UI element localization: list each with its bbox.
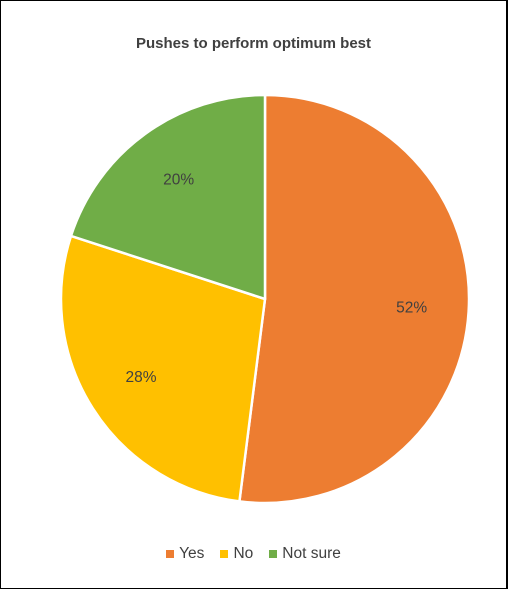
pie-slice-no (59, 234, 267, 503)
data-label-yes: 52% (396, 300, 427, 317)
data-label-no: 28% (125, 369, 156, 386)
legend-swatch-yes (166, 550, 175, 558)
pie-slices (59, 93, 471, 505)
chart-title: Pushes to perform optimum best (135, 35, 372, 52)
legend-swatch-no (220, 550, 229, 558)
pie-slice-not-sure (69, 93, 267, 301)
legend-label-yes: Yes (179, 545, 205, 562)
legend-label-not-sure: Not sure (282, 545, 341, 562)
legend-item-yes: Yes (166, 545, 204, 563)
legend-swatch-not-sure (269, 550, 278, 558)
chart-legend: Yes No Not sure (1, 545, 506, 563)
legend-item-no: No (220, 545, 253, 563)
legend-label-no: No (233, 545, 254, 562)
pie-slice-yes (238, 93, 471, 505)
data-label-not-sure: 20% (163, 172, 194, 189)
pie-data-labels: 52% 28% 20% (125, 172, 427, 387)
legend-item-not-sure: Not sure (269, 545, 341, 563)
